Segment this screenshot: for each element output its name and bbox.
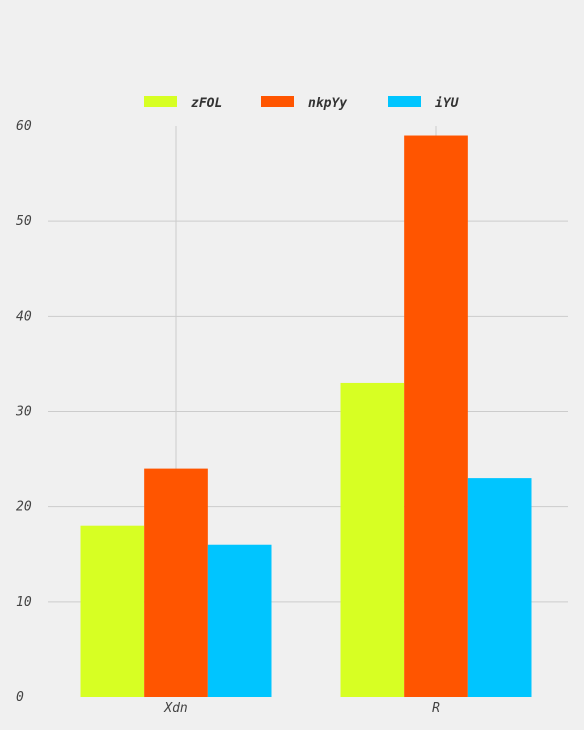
bar-iYU-R — [467, 478, 532, 697]
bar-zFOL-R — [340, 382, 405, 697]
y-tick-label: 10 — [16, 595, 32, 610]
legend-label: iYU — [435, 96, 460, 111]
bar-zFOL-Xdn — [80, 525, 145, 697]
bars — [80, 135, 532, 697]
bar-nkpYy-R — [404, 135, 468, 697]
y-tick-label: 0 — [16, 690, 24, 705]
y-tick-label: 40 — [16, 309, 32, 324]
legend-swatch-nkpYy — [261, 96, 294, 107]
x-axis-ticks: Xdn R — [163, 701, 440, 716]
bar-nkpYy-Xdn — [144, 468, 208, 697]
x-tick-label: Xdn — [163, 701, 187, 716]
legend-swatch-iYU — [388, 96, 421, 107]
y-axis-ticks: 0 10 20 30 40 50 60 — [15, 119, 32, 705]
bar-iYU-Xdn — [207, 544, 272, 697]
legend-label: nkpYy — [308, 96, 347, 111]
legend: zFOL nkpYy iYU — [144, 96, 460, 111]
legend-label: zFOL — [191, 96, 222, 111]
y-tick-label: 30 — [15, 405, 32, 420]
y-tick-label: 20 — [16, 500, 32, 515]
x-tick-label: R — [432, 701, 440, 716]
y-tick-label: 50 — [16, 214, 32, 229]
legend-swatch-zFOL — [144, 96, 177, 107]
y-tick-label: 60 — [16, 119, 32, 134]
